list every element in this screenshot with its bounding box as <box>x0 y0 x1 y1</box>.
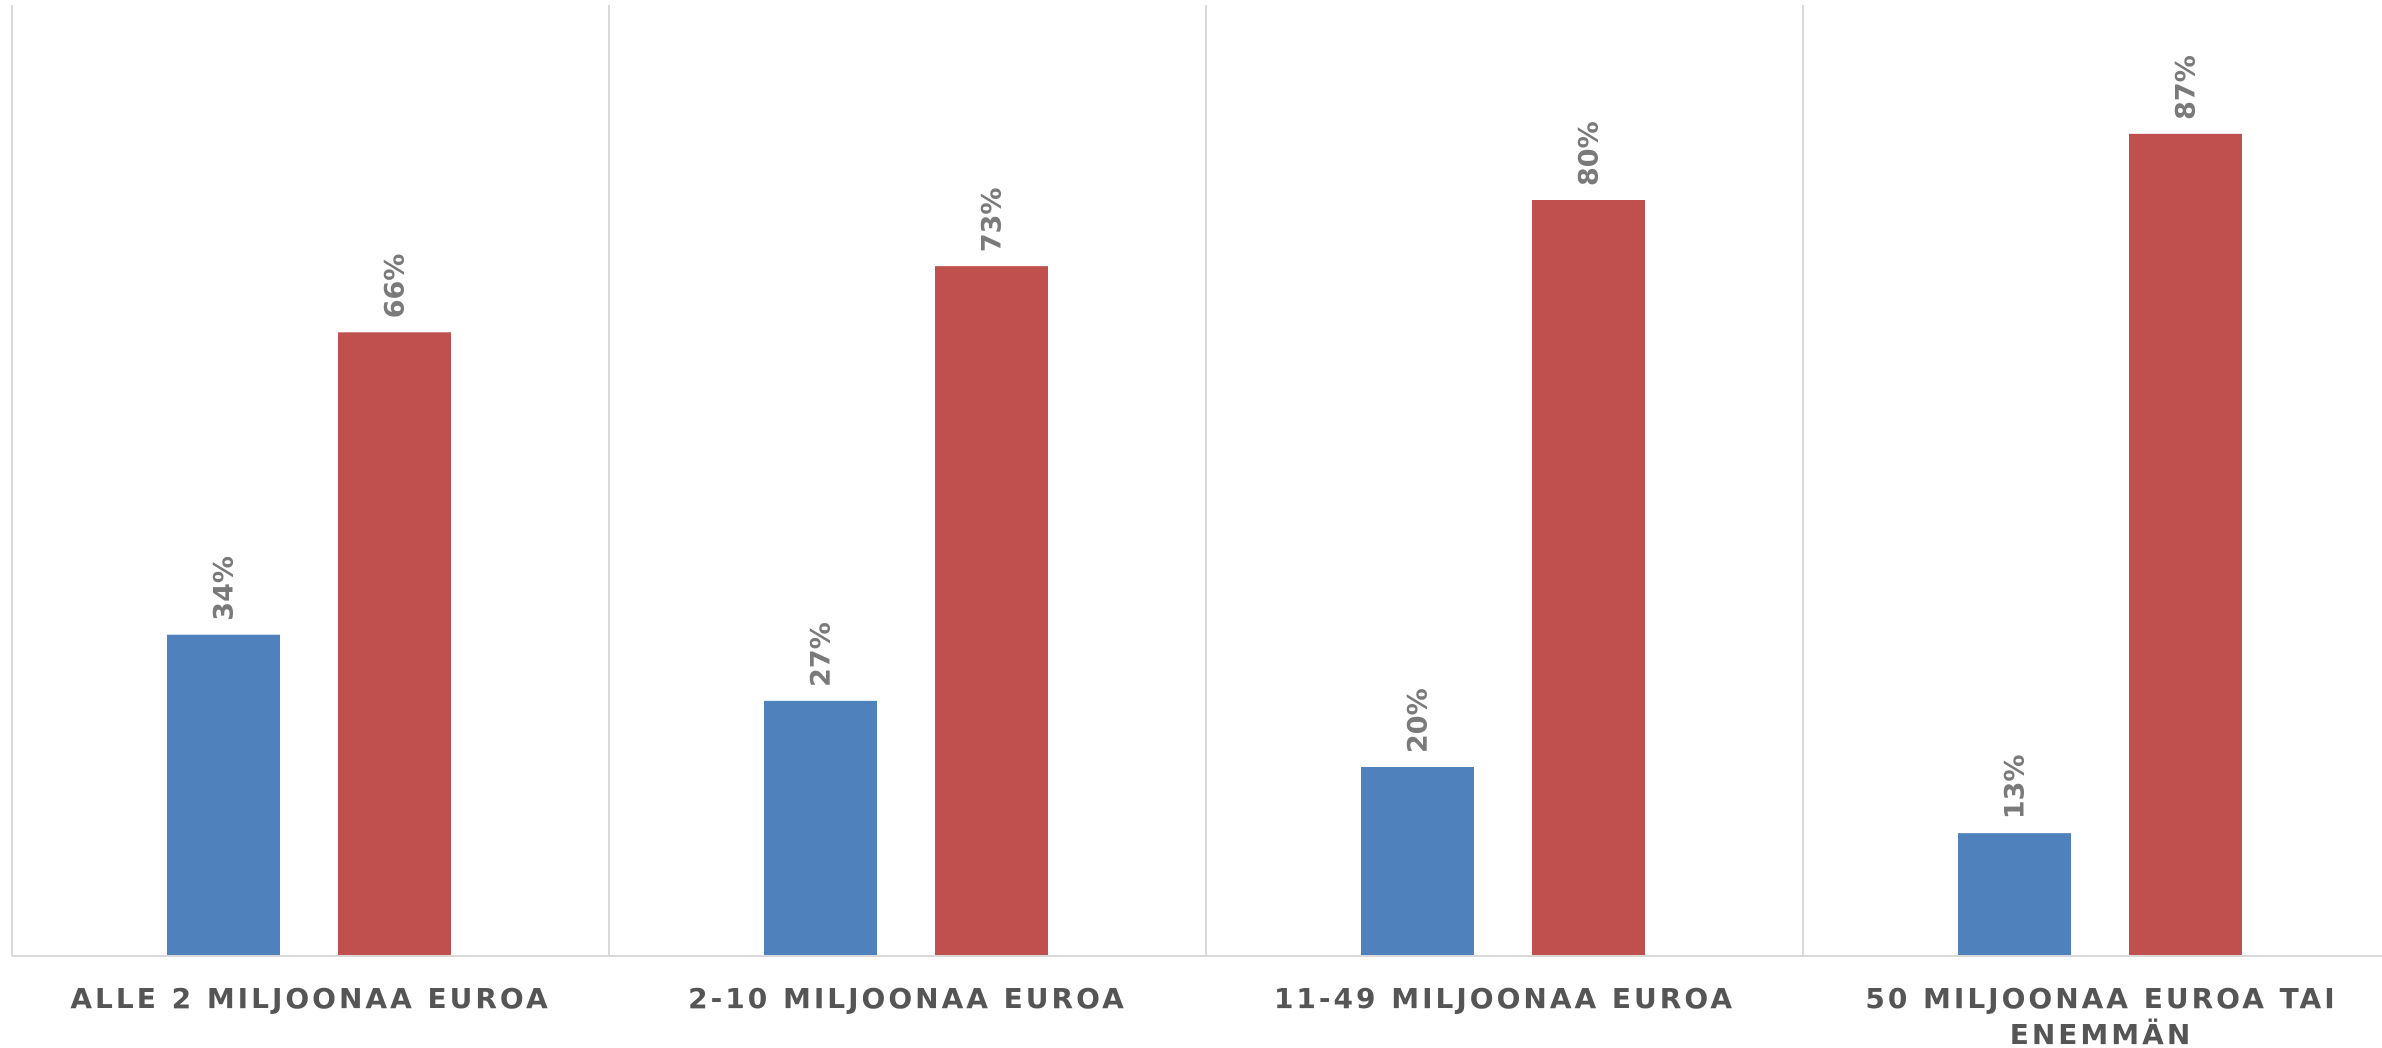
category-label-line: ALLE 2 MILJOONAA EUROA <box>70 982 550 1015</box>
bar-series-1 <box>764 700 877 956</box>
bar-series-1 <box>1958 833 2071 956</box>
data-label: 73% <box>977 188 1008 253</box>
data-label: 80% <box>1574 121 1605 186</box>
category-label-line: 2-10 MILJOONAA EUROA <box>688 982 1127 1015</box>
category-label-line: 11-49 MILJOONAA EUROA <box>1274 982 1735 1015</box>
data-label: 20% <box>1403 688 1434 753</box>
bars <box>167 133 2242 957</box>
category-label: ALLE 2 MILJOONAA EUROA <box>70 982 550 1015</box>
category-label: 50 MILJOONAA EUROA TAI ENEMMÄN <box>1865 982 2337 1048</box>
category-label-line: ENEMMÄN <box>2010 1017 2194 1048</box>
data-label: 27% <box>806 622 837 687</box>
bar-series-2 <box>935 266 1048 956</box>
category-label: 11-49 MILJOONAA EUROA <box>1274 982 1735 1015</box>
bar-series-1 <box>1361 767 1474 956</box>
category-separators <box>11 5 1804 956</box>
value-labels: 34% 66% 27% 73% 20% 80% 13% 87% <box>209 55 2202 819</box>
data-label: 66% <box>380 254 411 319</box>
bar-series-2 <box>1532 200 1645 956</box>
data-label: 34% <box>209 556 240 621</box>
data-label: 13% <box>2000 755 2031 820</box>
data-label: 87% <box>2171 55 2202 120</box>
category-label-line: 50 MILJOONAA EUROA TAI <box>1865 982 2337 1015</box>
category-labels: ALLE 2 MILJOONAA EUROA 2-10 MILJOONAA EUR… <box>70 982 2337 1048</box>
bar-series-1 <box>167 634 280 956</box>
bar-series-2 <box>338 332 451 956</box>
bar-series-2 <box>2129 133 2242 957</box>
category-label: 2-10 MILJOONAA EUROA <box>688 982 1127 1015</box>
